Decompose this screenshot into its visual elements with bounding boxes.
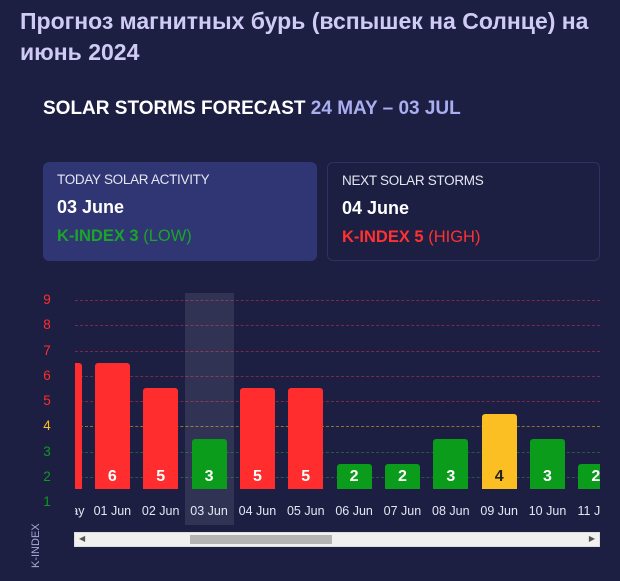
bar-31-may[interactable] — [75, 363, 82, 490]
today-k-index: K-INDEX 3 — [57, 227, 139, 245]
bar-value-label: 6 — [107, 467, 117, 485]
bar-03-jun[interactable] — [191, 438, 227, 490]
next-date: 04 June — [342, 198, 410, 218]
gridline — [75, 426, 600, 428]
chart-plot: 6 31 May 6 01 Jun 5 02 Jun 3 03 Jun 5 04 Jun 5 05 J… — [75, 285, 600, 525]
next-label: NEXT SOLAR STORMS — [342, 173, 484, 188]
bar-02-jun[interactable] — [143, 388, 179, 490]
x-tick-label: 02 Jun — [141, 504, 180, 518]
next-storms-card: NEXT SOLAR STORMS 04 June K-INDEX 5 (HIG… — [327, 162, 600, 261]
next-level: (HIGH) — [428, 228, 481, 246]
x-tick-label: 03 Jun — [190, 504, 228, 518]
forecast-range: 24 MAY – 03 JUL — [310, 98, 461, 119]
bar-10-jun[interactable] — [530, 438, 565, 490]
bar-value-label: 5 — [301, 467, 311, 485]
bar-value-label: 4 — [494, 467, 504, 485]
bar-value-label: 6 — [75, 468, 82, 486]
x-tick-label: 10 Jun — [528, 504, 567, 518]
x-tick-label: 11 Jun — [577, 504, 600, 518]
today-highlight — [184, 293, 234, 525]
gridline — [75, 350, 600, 352]
x-tick-label: 09 Jun — [480, 504, 518, 518]
scroll-right-icon[interactable]: ▶ — [588, 534, 595, 543]
forecast-heading: SOLAR STORMS FORECAST 24 MAY – 03 JUL — [43, 98, 461, 120]
next-k-index: K-INDEX 5 — [342, 228, 424, 246]
x-tick-label: 06 Jun — [335, 504, 373, 518]
today-activity-card: TODAY SOLAR ACTIVITY 03 June K-INDEX 3 (… — [43, 162, 317, 261]
today-date: 03 June — [57, 197, 125, 217]
bar-09-jun[interactable] — [481, 413, 517, 490]
bar-05-jun[interactable] — [288, 388, 324, 490]
y-tick-label: 1 — [43, 494, 51, 509]
x-tick-label: 01 Jun — [93, 504, 132, 518]
y-tick-label: 7 — [43, 342, 51, 358]
y-tick-label: 4 — [43, 418, 51, 434]
y-tick-label: 3 — [43, 443, 51, 459]
bar-value-label: 2 — [349, 467, 359, 485]
bar-06-jun[interactable] — [336, 464, 372, 490]
today-level: (LOW) — [143, 227, 192, 245]
bar-value-label: 3 — [543, 467, 552, 485]
gridline — [75, 300, 600, 301]
x-tick-label: 08 Jun — [432, 504, 470, 518]
gridline — [75, 375, 600, 377]
y-tick-label: 8 — [43, 317, 51, 333]
x-tick-label: 31 May — [75, 504, 85, 518]
y-tick-label: 6 — [43, 367, 51, 383]
y-tick-label: 9 — [43, 292, 51, 307]
x-tick-label: 05 Jun — [286, 504, 325, 518]
forecast-title: SOLAR STORMS FORECAST — [43, 98, 306, 119]
gridline — [75, 401, 600, 402]
y-axis-title: K-INDEX — [30, 523, 42, 568]
gridline — [75, 451, 600, 453]
page-title: Прогноз магнитных бурь (вспышек на Солнц… — [20, 8, 589, 65]
bar-11-jun[interactable] — [578, 464, 600, 490]
y-tick-label: 2 — [43, 468, 51, 484]
bar-01-jun[interactable] — [94, 363, 130, 490]
chart-scrollbar[interactable]: ◀ ▶ — [74, 532, 600, 547]
bar-value-label: 5 — [156, 467, 166, 485]
bar-value-label: 2 — [591, 467, 600, 485]
scroll-left-icon[interactable]: ◀ — [79, 534, 86, 543]
bar-08-jun[interactable] — [433, 438, 469, 490]
y-tick-label: 5 — [43, 393, 51, 408]
bar-value-label: 2 — [397, 467, 407, 485]
bar-value-label: 3 — [446, 467, 456, 485]
bar-04-jun[interactable] — [239, 388, 275, 490]
bar-value-label: 3 — [204, 467, 214, 485]
today-label: TODAY SOLAR ACTIVITY — [57, 172, 210, 187]
x-tick-label: 07 Jun — [383, 504, 422, 518]
gridline — [75, 325, 600, 327]
bar-07-jun[interactable] — [384, 464, 420, 490]
x-tick-label: 04 Jun — [238, 504, 277, 518]
bar-value-label: 5 — [252, 467, 262, 485]
scrollbar-thumb[interactable] — [190, 535, 332, 544]
